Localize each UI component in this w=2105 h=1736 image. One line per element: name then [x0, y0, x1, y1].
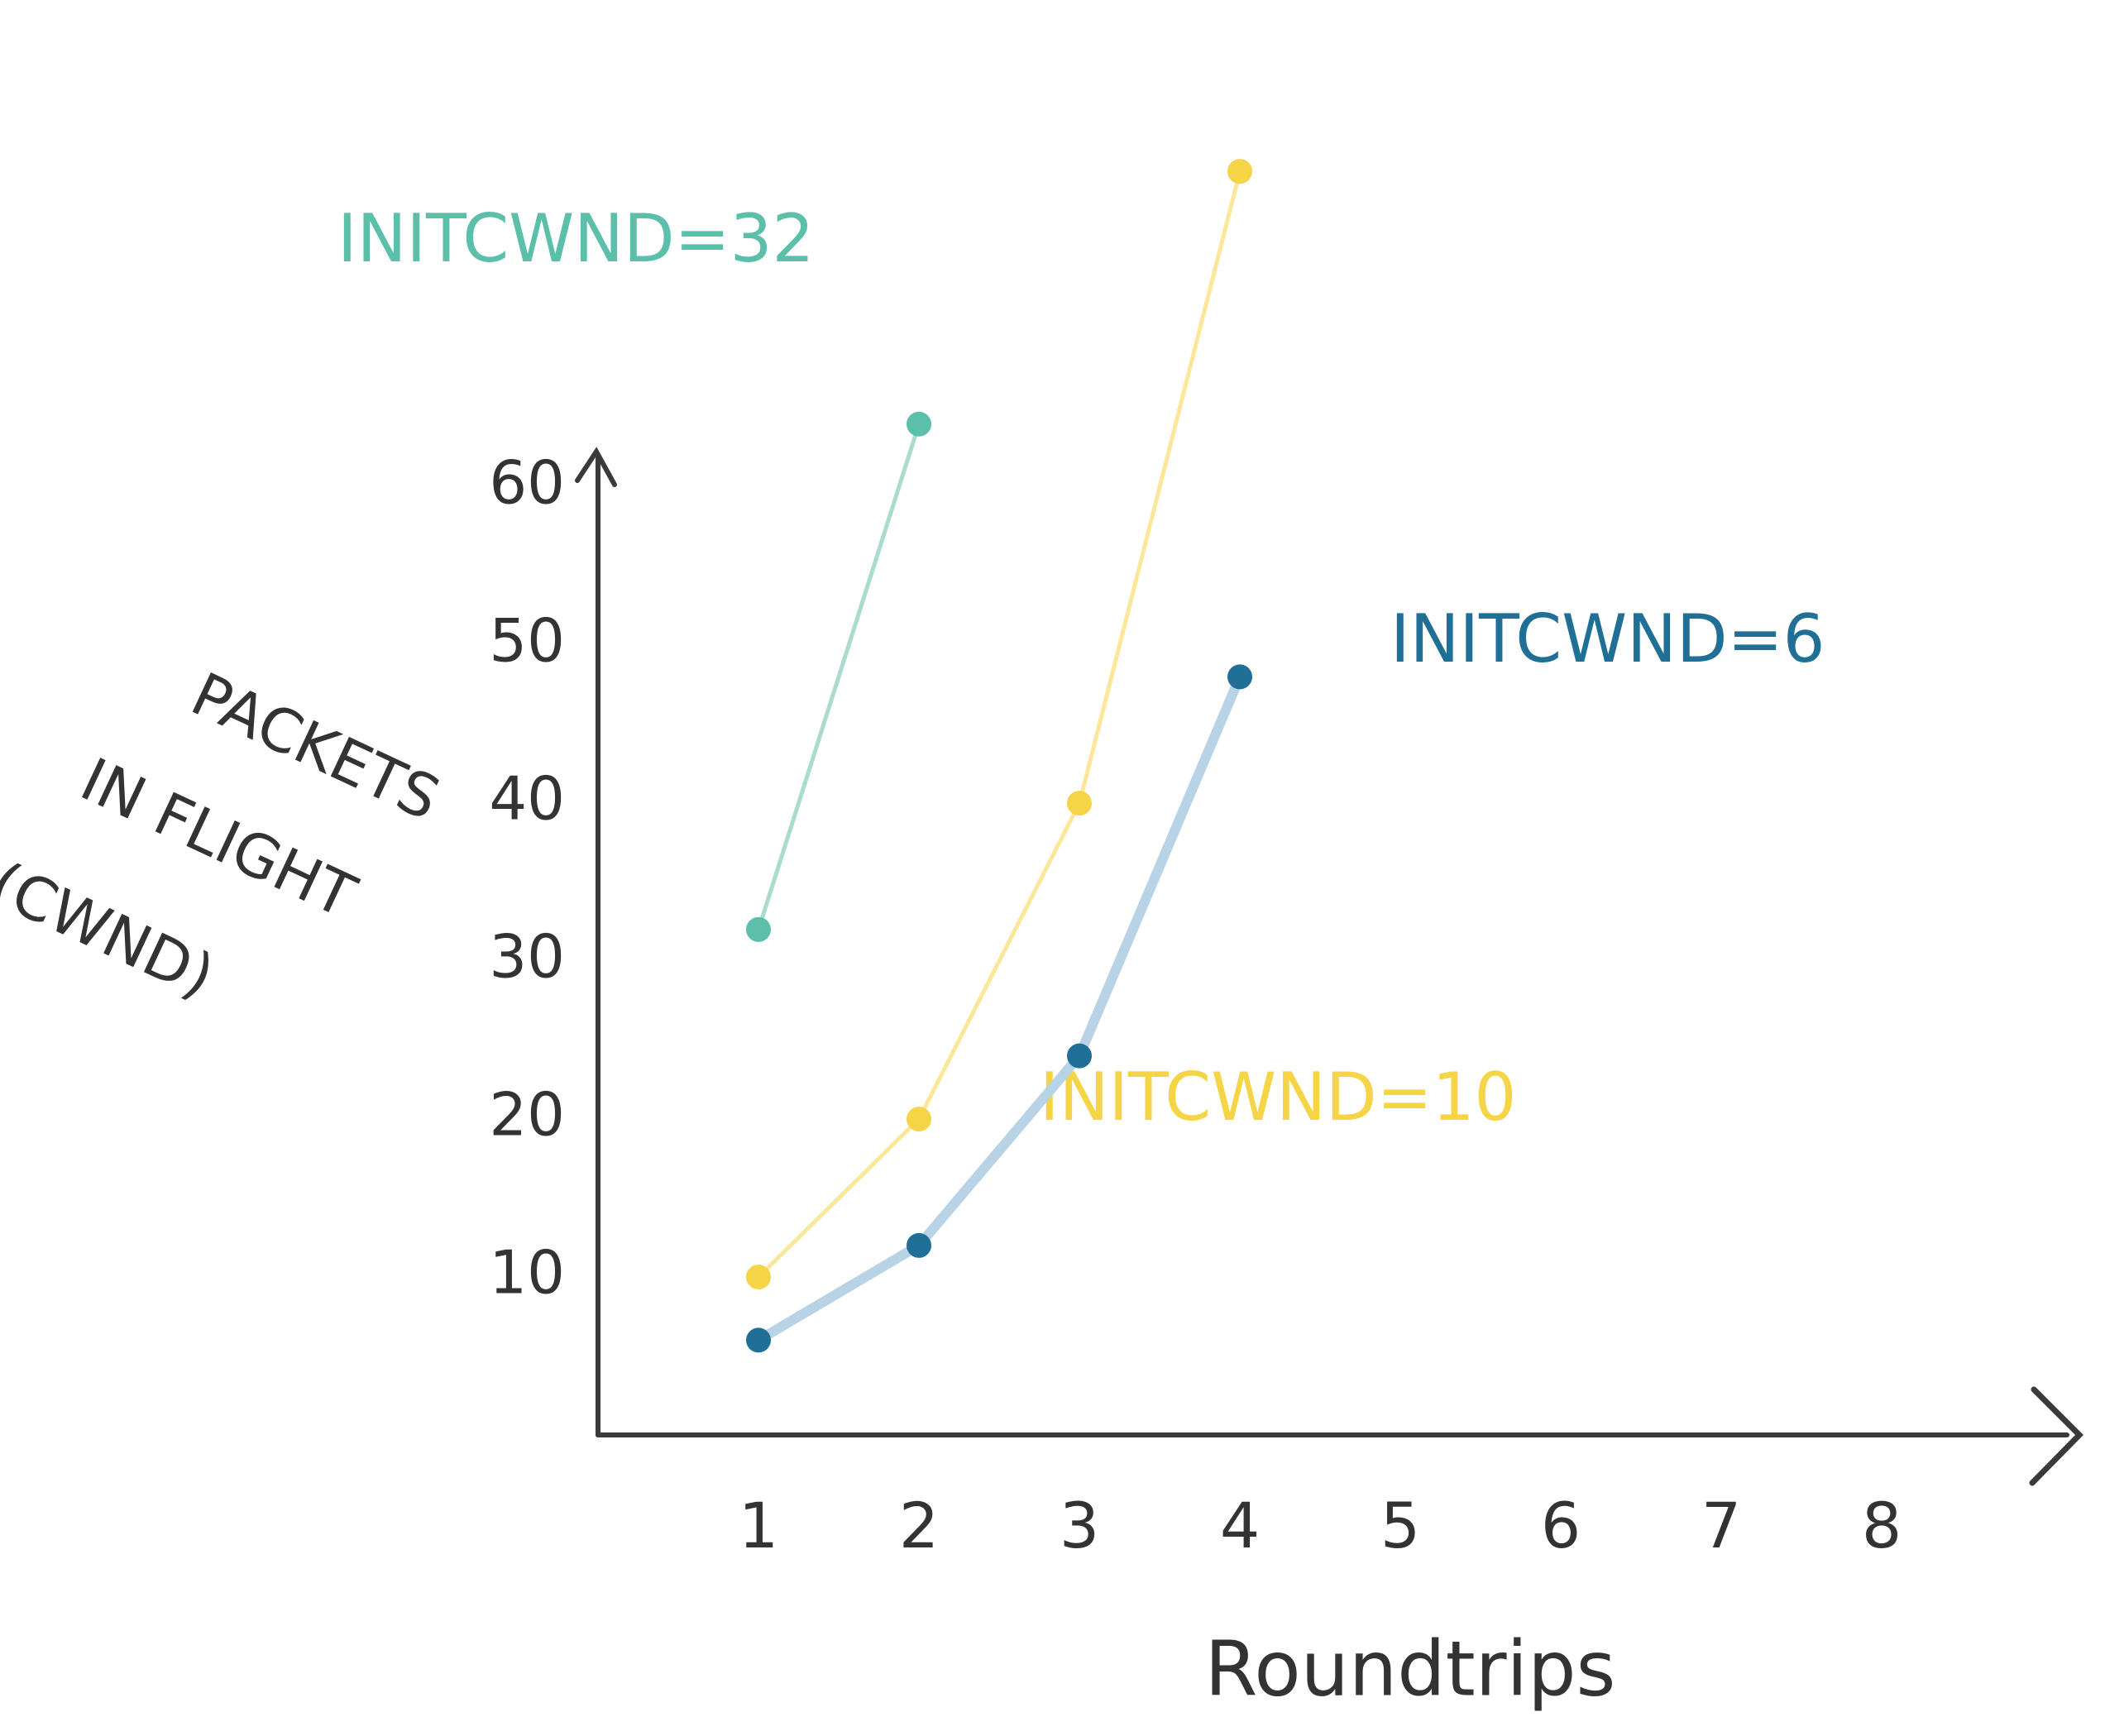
data-point	[1227, 664, 1252, 690]
series-line	[753, 672, 1245, 1346]
x-axis-arrow	[2029, 1386, 2083, 1486]
data-point	[907, 1232, 931, 1258]
data-point	[746, 916, 771, 942]
series-label: INITCWND=6	[1390, 600, 1825, 677]
x-tick-label: 7	[1701, 1489, 1741, 1562]
x-tick-label: 8	[1862, 1489, 1902, 1562]
x-tick-label: 3	[1060, 1489, 1099, 1562]
series-label: INITCWND=10	[1040, 1059, 1516, 1136]
data-point	[746, 1327, 771, 1353]
y-tick-label: 30	[489, 922, 565, 992]
x-tick-label: 2	[899, 1489, 939, 1562]
series-line	[756, 169, 1242, 1279]
x-tick-label: 6	[1541, 1489, 1581, 1562]
series-label: INITCWND=32	[337, 200, 814, 277]
x-tick-label: 4	[1220, 1489, 1260, 1562]
x-tick-label: 5	[1380, 1489, 1420, 1562]
data-point	[907, 1107, 931, 1132]
y-tick-label: 10	[489, 1238, 565, 1308]
data-point	[1067, 1043, 1092, 1069]
x-axis-label: Roundtrips	[1205, 1624, 1616, 1713]
data-point	[1227, 159, 1252, 184]
data-point	[746, 1265, 771, 1290]
y-tick-label: 40	[489, 764, 565, 834]
data-point	[1067, 791, 1092, 816]
y-tick-label: 60	[489, 448, 565, 518]
y-tick-label: 50	[489, 606, 565, 676]
x-tick-label: 1	[739, 1489, 778, 1562]
y-axis-arrow	[575, 447, 617, 487]
series-line	[756, 422, 921, 932]
data-point	[907, 411, 931, 437]
y-tick-label: 20	[489, 1080, 565, 1150]
